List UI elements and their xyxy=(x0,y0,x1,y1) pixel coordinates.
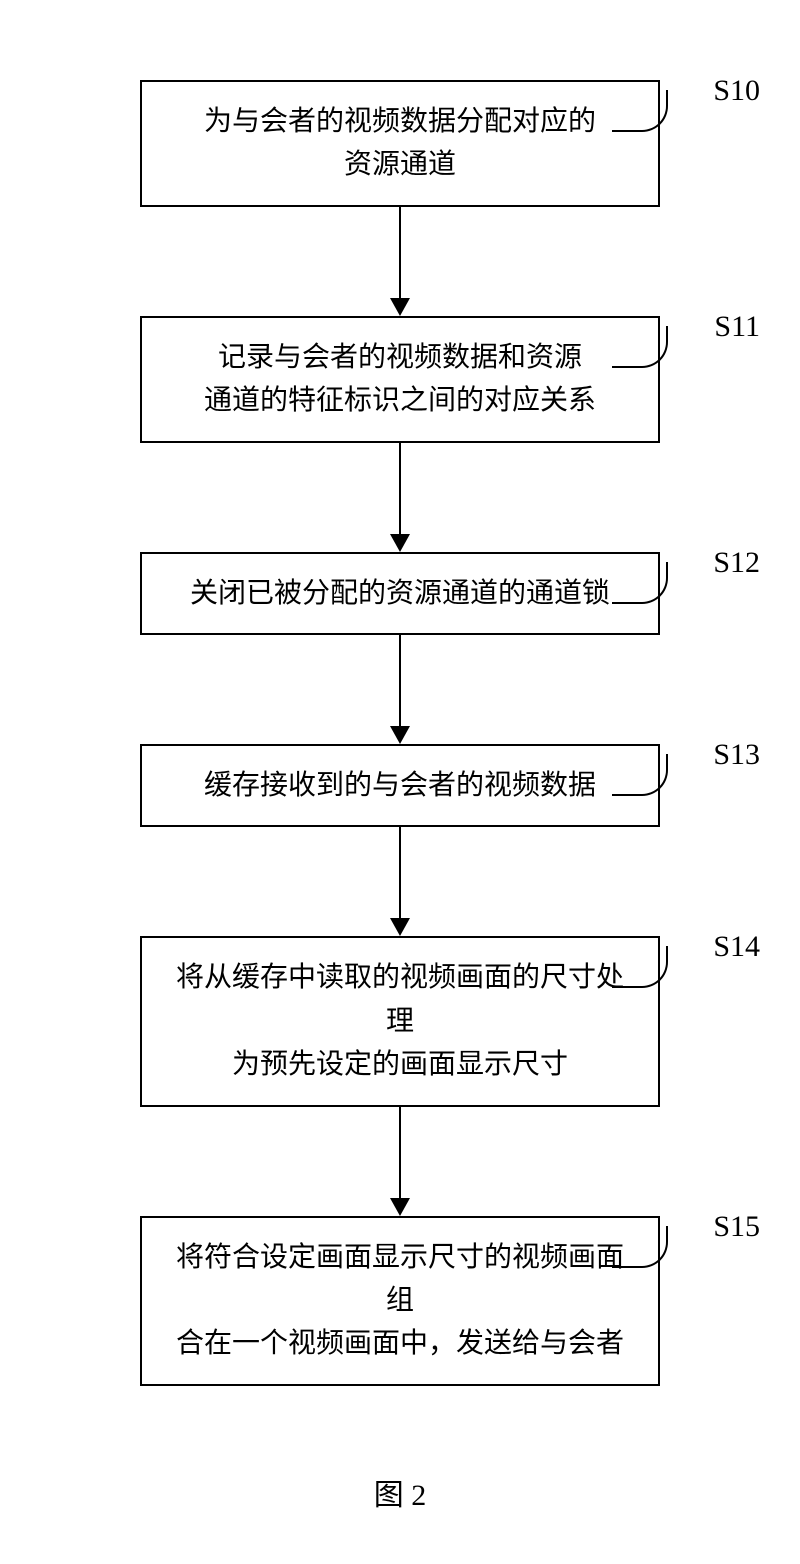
figure-caption: 图 2 xyxy=(374,1470,427,1514)
flow-node-box: 将从缓存中读取的视频画面的尺寸处理为预先设定的画面显示尺寸 xyxy=(140,936,660,1106)
flow-node-s14: 将从缓存中读取的视频画面的尺寸处理为预先设定的画面显示尺寸S14 xyxy=(140,936,660,1106)
flow-node-label: S15 xyxy=(713,1210,760,1244)
flow-node-box: 缓存接收到的与会者的视频数据 xyxy=(140,744,660,827)
flow-node-s13: 缓存接收到的与会者的视频数据S13 xyxy=(140,744,660,827)
flowchart: 为与会者的视频数据分配对应的资源通道S10 记录与会者的视频数据和资源通道的特征标… xyxy=(140,80,660,1386)
flow-node-label: S12 xyxy=(713,546,760,580)
flow-node-s10: 为与会者的视频数据分配对应的资源通道S10 xyxy=(140,80,660,207)
flow-node-box: 为与会者的视频数据分配对应的资源通道 xyxy=(140,80,660,207)
flow-node-label: S13 xyxy=(713,738,760,772)
flow-node-label: S10 xyxy=(713,74,760,108)
flow-node-box: 将符合设定画面显示尺寸的视频画面组合在一个视频画面中，发送给与会者 xyxy=(140,1216,660,1386)
arrow-down-icon xyxy=(390,443,410,552)
flow-node-s11: 记录与会者的视频数据和资源通道的特征标识之间的对应关系S11 xyxy=(140,316,660,443)
flow-node-s15: 将符合设定画面显示尺寸的视频画面组合在一个视频画面中，发送给与会者S15 xyxy=(140,1216,660,1386)
arrow-down-icon xyxy=(390,827,410,936)
arrow-down-icon xyxy=(390,207,410,316)
arrow-down-icon xyxy=(390,635,410,744)
flow-node-box: 记录与会者的视频数据和资源通道的特征标识之间的对应关系 xyxy=(140,316,660,443)
flow-node-label: S11 xyxy=(714,310,760,344)
flow-node-box: 关闭已被分配的资源通道的通道锁 xyxy=(140,552,660,635)
flow-node-label: S14 xyxy=(713,930,760,964)
arrow-down-icon xyxy=(390,1107,410,1216)
flow-node-s12: 关闭已被分配的资源通道的通道锁S12 xyxy=(140,552,660,635)
